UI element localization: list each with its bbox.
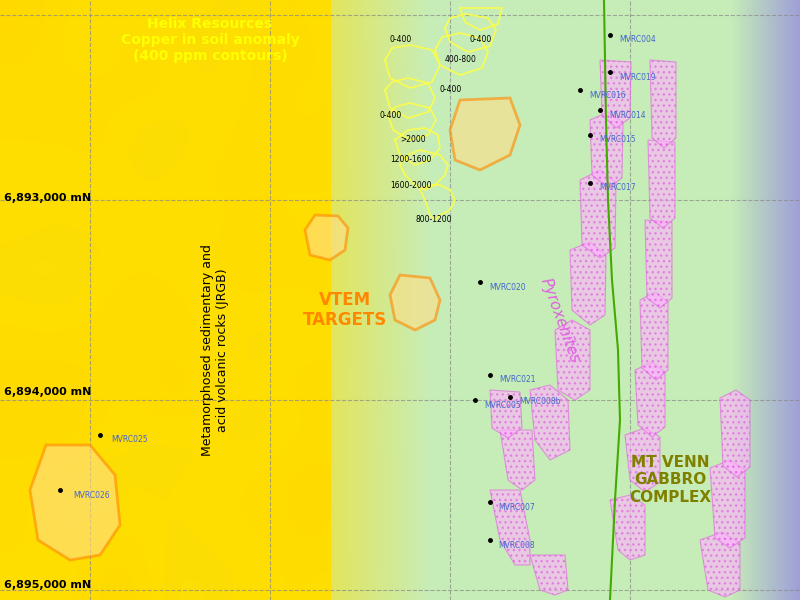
- Text: MT VENN
GABBRO
COMPLEX: MT VENN GABBRO COMPLEX: [629, 455, 711, 505]
- Text: MVRC017: MVRC017: [599, 184, 636, 193]
- Text: MVRC015: MVRC015: [599, 136, 636, 145]
- Polygon shape: [450, 98, 520, 170]
- Text: 1600-2000: 1600-2000: [390, 181, 431, 190]
- Polygon shape: [720, 390, 750, 477]
- Polygon shape: [555, 320, 590, 400]
- Text: MVRC021: MVRC021: [499, 376, 535, 385]
- Text: MVRC007: MVRC007: [498, 503, 534, 511]
- Text: 6,894,000 mN: 6,894,000 mN: [4, 387, 91, 397]
- Polygon shape: [648, 140, 675, 228]
- Text: MVRC014: MVRC014: [609, 110, 646, 119]
- Polygon shape: [635, 362, 665, 437]
- Text: Pyroxenites: Pyroxenites: [538, 275, 582, 365]
- Text: MVRC019: MVRC019: [619, 73, 656, 82]
- Polygon shape: [30, 445, 120, 560]
- Text: MVRC025: MVRC025: [111, 436, 148, 445]
- Polygon shape: [580, 170, 616, 258]
- Text: 6,895,000 mN: 6,895,000 mN: [4, 580, 91, 590]
- Polygon shape: [640, 292, 668, 380]
- Text: 0-400: 0-400: [380, 110, 402, 119]
- Text: Metamorphosed sedimentary and
acid volcanic rocks (JRGB): Metamorphosed sedimentary and acid volca…: [201, 244, 229, 456]
- Text: Helix Resources
Copper in soil anomaly
(400 ppm contours): Helix Resources Copper in soil anomaly (…: [121, 17, 299, 63]
- Polygon shape: [645, 220, 672, 308]
- Text: MVRC026: MVRC026: [73, 491, 110, 499]
- Text: MVRC005: MVRC005: [484, 401, 521, 409]
- Polygon shape: [530, 385, 570, 460]
- Polygon shape: [490, 490, 530, 565]
- Polygon shape: [600, 60, 631, 128]
- Text: VTEM
TARGETS: VTEM TARGETS: [303, 290, 387, 329]
- Polygon shape: [490, 390, 522, 438]
- Text: 6,893,000 mN: 6,893,000 mN: [4, 193, 91, 203]
- Polygon shape: [570, 242, 606, 325]
- Polygon shape: [390, 275, 440, 330]
- Text: >2000: >2000: [400, 136, 426, 145]
- Text: MVRC020: MVRC020: [489, 283, 526, 292]
- Polygon shape: [530, 555, 568, 595]
- Text: 0-400: 0-400: [440, 85, 462, 94]
- Text: MVRC008b: MVRC008b: [519, 397, 561, 407]
- Polygon shape: [650, 60, 676, 148]
- Text: 400-800: 400-800: [445, 55, 477, 64]
- Text: MVRC016: MVRC016: [589, 91, 626, 100]
- Text: MVRC004: MVRC004: [619, 35, 656, 44]
- Text: 800-1200: 800-1200: [415, 215, 451, 224]
- Text: 0-400: 0-400: [470, 35, 492, 44]
- Polygon shape: [590, 112, 623, 188]
- Text: 1200-1600: 1200-1600: [390, 155, 431, 164]
- Polygon shape: [710, 460, 745, 548]
- Polygon shape: [610, 495, 645, 560]
- Polygon shape: [625, 428, 660, 492]
- Polygon shape: [305, 215, 348, 260]
- Text: MVRC008: MVRC008: [498, 541, 534, 550]
- Text: 0-400: 0-400: [390, 35, 412, 44]
- Polygon shape: [700, 532, 740, 597]
- Polygon shape: [500, 430, 535, 490]
